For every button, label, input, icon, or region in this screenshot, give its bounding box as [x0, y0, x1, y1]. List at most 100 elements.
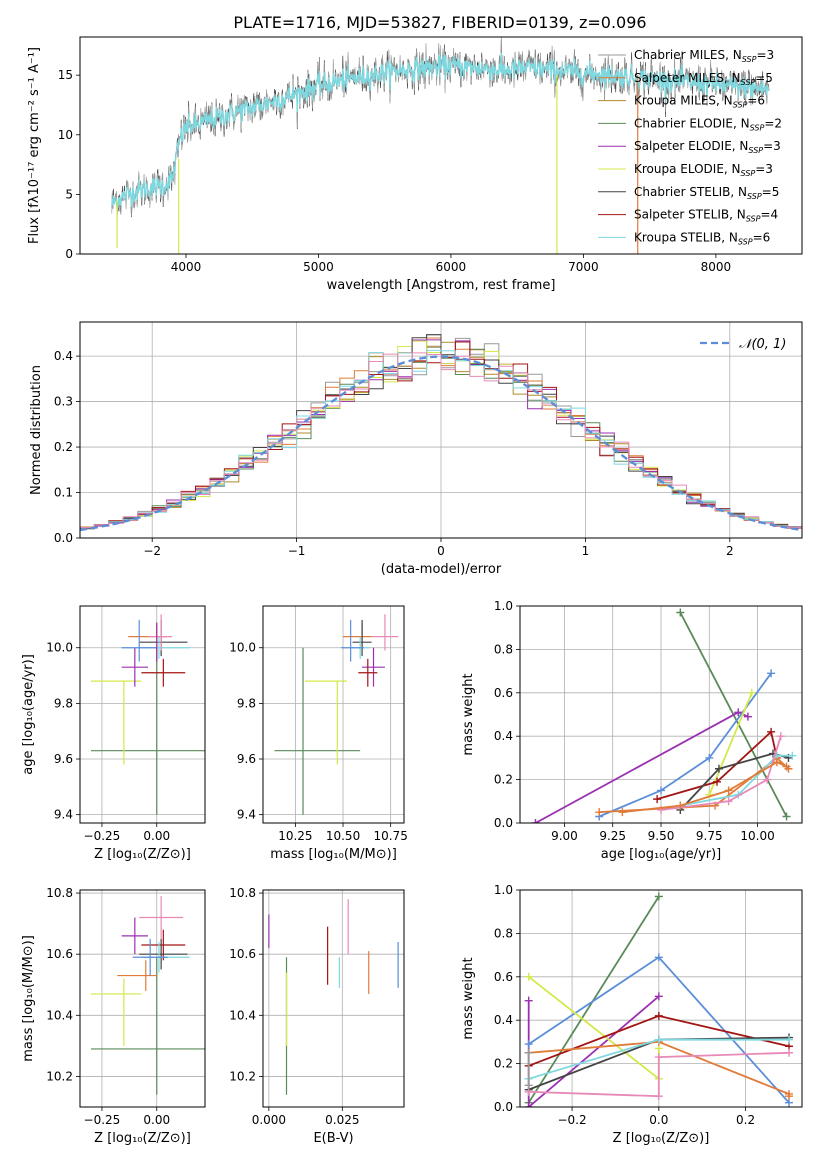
x-tick-label: 0.025 — [325, 1113, 359, 1127]
axes-frame — [79, 605, 206, 824]
figure-title: PLATE=1716, MJD=53827, FIBERID=0139, z=0… — [233, 13, 646, 32]
plot-area — [90, 614, 205, 815]
y-axis-label: age [log₁₀(age/yr)] — [21, 654, 36, 775]
axes-frame — [79, 321, 803, 539]
weight-marker — [595, 808, 604, 817]
panel-mass_vs_ebv: 0.000 0.025 10.2 10.4 10.6 10.8 E(B-V) — [229, 886, 405, 1146]
y-tick-label: 10.8 — [46, 886, 73, 900]
weight-series — [660, 735, 782, 811]
x-tick-label: 10.50 — [326, 829, 360, 843]
x-axis-label: Z [log₁₀(Z/Z⊙)] — [613, 1131, 710, 1146]
y-tick-label: 9.6 — [237, 752, 256, 766]
weight-marker — [654, 953, 663, 962]
axes-frame — [79, 36, 803, 255]
x-tick-label: 9.50 — [648, 829, 675, 843]
axes-frame — [262, 605, 405, 824]
weight-marker — [747, 688, 756, 697]
y-axis-label: mass [log₁₀(M/M⊙)] — [21, 935, 36, 1062]
y-tick-label: 10.6 — [229, 947, 256, 961]
y-tick-label: 10.0 — [229, 641, 256, 655]
y-tick-label: 9.4 — [237, 808, 256, 822]
y-tick-label: 10.8 — [229, 886, 256, 900]
plot-area — [531, 608, 797, 823]
weight-marker — [653, 795, 662, 804]
weight-marker — [713, 777, 722, 786]
legend-label: 𝒩(0, 1) — [739, 337, 786, 352]
weight-series — [656, 730, 778, 800]
x-tick-label: −2 — [143, 544, 161, 558]
legend-label: Salpeter STELIB, NSSP=4 — [634, 208, 778, 224]
plot-area — [268, 899, 399, 1095]
panel-weight_vs_Z: −0.2 0.0 0.2 0.0 0.2 0.4 0.6 0.8 1.0 Z [log₁₀(Z/Z… — [461, 883, 803, 1146]
weight-marker — [784, 1092, 793, 1101]
legend-label: Salpeter ELODIE, NSSP=3 — [634, 139, 781, 155]
plot-area — [80, 334, 802, 538]
spectrum-series — [111, 52, 770, 212]
panel-age_vs_Z: −0.25 0.00 9.4 9.6 9.8 10.0 Z [log₁₀(Z/Z⊙)] age… — [21, 605, 206, 862]
weight-marker — [524, 972, 533, 981]
plot-area — [90, 896, 205, 1095]
weight-series — [535, 711, 749, 823]
y-tick-label: 10.2 — [46, 1069, 73, 1083]
y-tick-label: 0.6 — [494, 970, 513, 984]
x-tick-label: 1 — [582, 544, 590, 558]
plot-area — [524, 892, 793, 1107]
x-tick-label: 10.00 — [740, 829, 774, 843]
y-tick-label: 0.4 — [494, 729, 513, 743]
legend-label: Kroupa STELIB, NSSP=6 — [634, 230, 770, 246]
axes-frame — [519, 889, 803, 1108]
gaussian-curve — [80, 355, 802, 532]
weight-marker — [524, 1081, 533, 1090]
plot-area — [111, 37, 770, 254]
weight-marker — [618, 808, 627, 817]
x-tick-label: 10.25 — [278, 829, 312, 843]
x-axis-label: mass [log₁₀(M/M⊙)] — [270, 847, 397, 862]
y-tick-label: 10.4 — [229, 1008, 256, 1022]
legend-label: Chabrier ELODIE, NSSP=2 — [634, 116, 782, 132]
y-tick-label: 10.6 — [46, 947, 73, 961]
weight-series — [680, 754, 793, 807]
x-tick-label: 0.00 — [143, 1113, 170, 1127]
x-axis-label: Z [log₁₀(Z/Z⊙)] — [94, 1131, 191, 1146]
y-tick-label: 15 — [58, 68, 73, 82]
legend-label: Kroupa MILES, NSSP=6 — [634, 94, 765, 110]
x-tick-label: 4000 — [171, 260, 202, 274]
y-tick-label: 0.2 — [54, 440, 73, 454]
y-tick-label: 5 — [65, 187, 73, 201]
y-tick-label: 0.2 — [494, 773, 513, 787]
y-tick-label: 0.4 — [54, 349, 73, 363]
y-tick-label: 0 — [65, 247, 73, 261]
y-tick-label: 9.8 — [237, 696, 256, 710]
weight-marker — [654, 992, 663, 1001]
x-axis-label: age [log₁₀(age/yr)] — [601, 847, 722, 862]
axes-frame — [79, 889, 206, 1108]
x-axis-label: wavelength [Angstrom, rest frame] — [327, 278, 556, 293]
weight-marker — [772, 758, 781, 767]
y-axis-label: Flux [fλ10⁻¹⁷ erg cm⁻² s⁻¹ A⁻¹] — [27, 47, 42, 244]
y-tick-label: 0.0 — [494, 816, 513, 830]
weight-marker — [657, 786, 665, 795]
x-tick-label: 0.0 — [649, 1113, 668, 1127]
y-tick-label: 0.6 — [494, 686, 513, 700]
panel-residuals: −2 −1 0 1 2 0.0 0.1 0.2 0.3 0.4 (data-model)/error… — [29, 321, 803, 577]
x-tick-label: 0.00 — [143, 829, 170, 843]
weight-marker — [676, 608, 685, 617]
y-axis-label: Normed distribution — [29, 365, 44, 495]
weight-series — [528, 1051, 790, 1098]
y-tick-label: 9.8 — [54, 696, 73, 710]
y-axis-label: mass weight — [461, 673, 476, 755]
y-tick-label: 10 — [58, 128, 73, 142]
weight-marker — [782, 812, 791, 821]
weight-marker — [724, 786, 733, 795]
legend-label: Salpeter MILES, NSSP=5 — [634, 71, 773, 87]
x-tick-label: 0.000 — [252, 1113, 286, 1127]
x-tick-label: 2 — [726, 544, 734, 558]
x-tick-label: 0.2 — [736, 1113, 755, 1127]
y-tick-label: 1.0 — [494, 599, 513, 613]
x-tick-label: 7000 — [568, 260, 599, 274]
x-axis-label: E(B-V) — [313, 1131, 353, 1146]
axes-frame — [519, 605, 803, 824]
panel-spectrum: 4000 5000 6000 7000 8000 0 5 10 15 wavelength [An… — [27, 36, 803, 293]
weight-marker — [654, 1053, 663, 1062]
